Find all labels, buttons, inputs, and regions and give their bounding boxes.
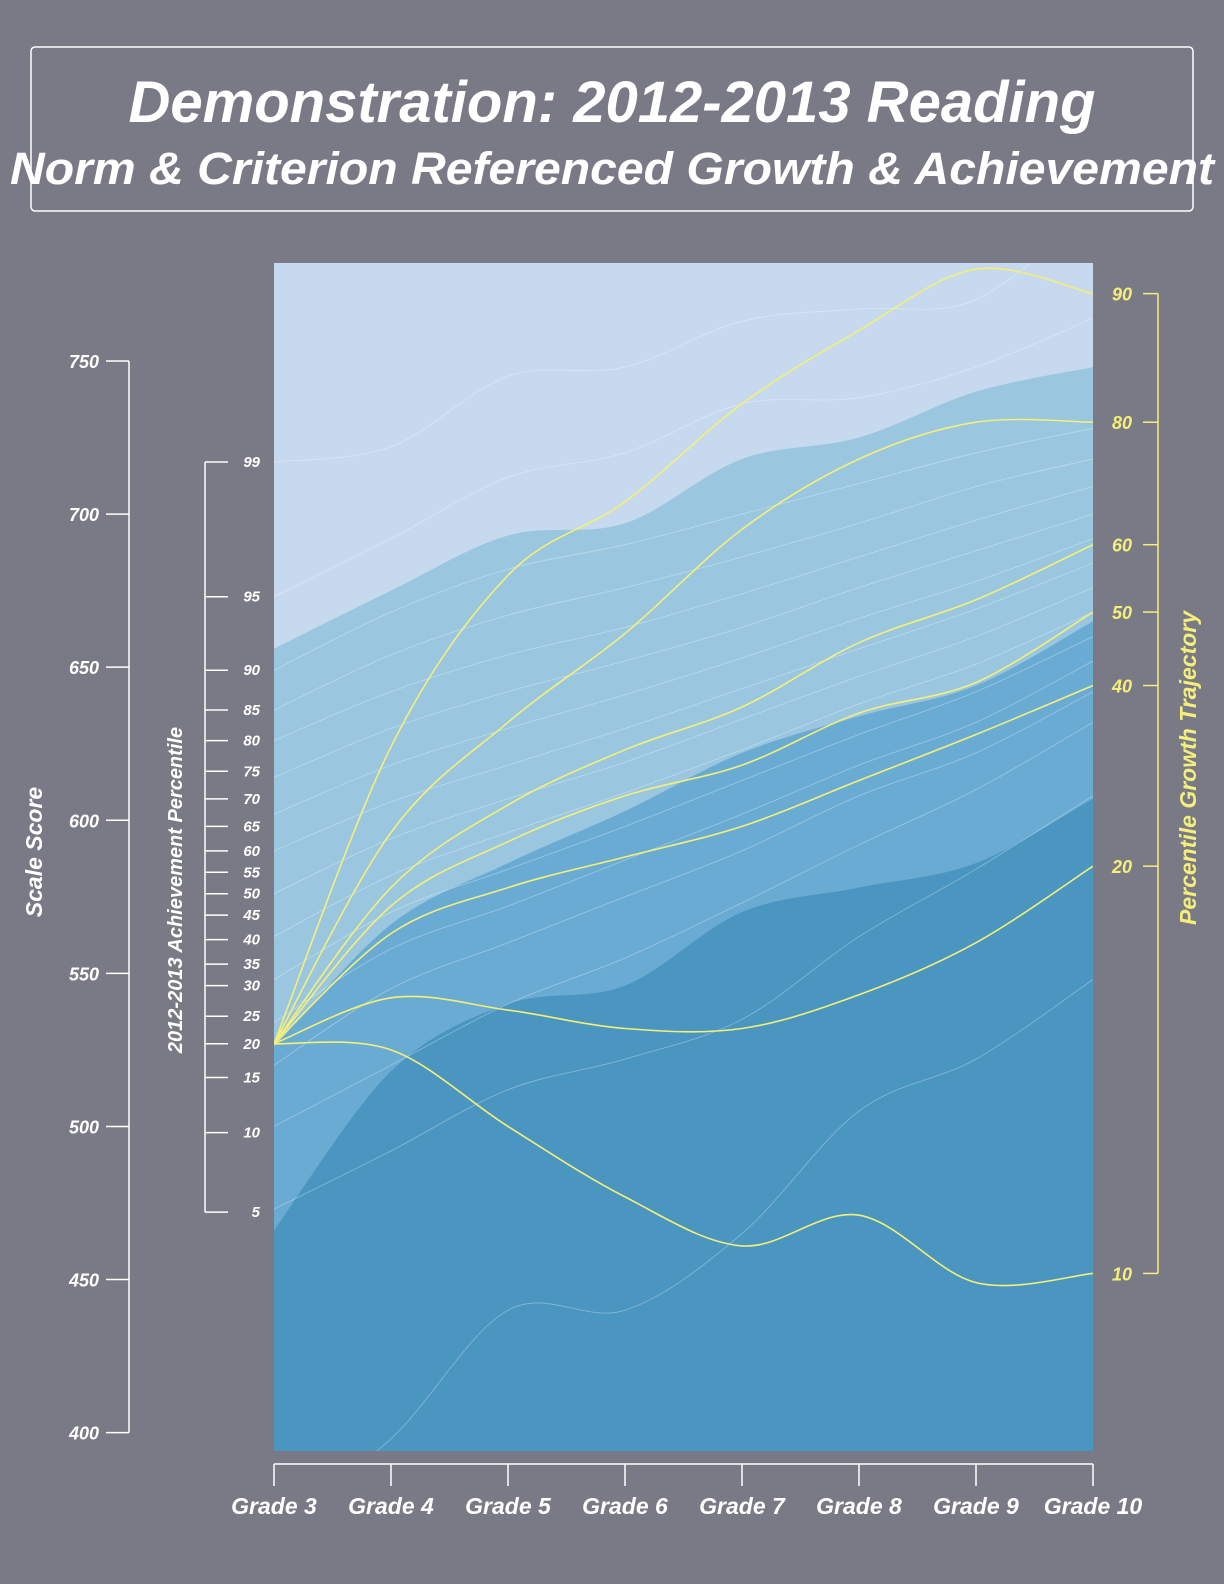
achievement-percentile-axis: 5 10 15 20 25 30 35 40 45 50 55 60 65 70 75 80 85 90 95 99 (204, 454, 261, 1221)
percentile-line (274, 427, 1093, 671)
trajectory-tick-label: 40 (1111, 677, 1132, 697)
scale-score-tick-label: 650 (69, 658, 99, 678)
percentile-line (376, 979, 1093, 1451)
trajectory-line-20 (274, 865, 1093, 1045)
percentile-tick-label: 20 (242, 1036, 260, 1053)
trajectory-tick-label: 60 (1112, 536, 1132, 556)
trajectory-line-60 (274, 543, 1093, 1045)
trajectory-tick-label: 50 (1112, 603, 1132, 623)
percentile-line (274, 538, 1093, 815)
percentile-tick-label: 90 (243, 662, 260, 679)
trajectory-line-50 (274, 611, 1093, 1045)
percentile-line (274, 263, 1031, 463)
trajectory-line-80 (274, 418, 1093, 1045)
grade-tick-label: Grade 9 (933, 1493, 1019, 1519)
percentile-line (274, 795, 1093, 1210)
title-group: Demonstration: 2012-2013 Reading Norm & … (10, 46, 1216, 212)
percentile-tick-label: 85 (243, 702, 260, 719)
percentile-line (274, 486, 1093, 741)
scale-score-tick-label: 750 (69, 352, 99, 372)
achievement-bands (274, 263, 1093, 1451)
percentile-line (274, 587, 1093, 895)
trajectory-line-40 (274, 684, 1093, 1045)
percentile-lines (274, 263, 1093, 1451)
achievement-percentile-axis-label: 2012-2013 Achievement Percentile (165, 727, 187, 1054)
percentile-tick-label: 60 (243, 843, 260, 860)
scale-score-tick-label: 450 (68, 1271, 99, 1291)
trajectory-tick-label: 90 (1112, 285, 1132, 305)
scale-score-tick-label: 400 (68, 1424, 99, 1444)
percentile-tick-label: 5 (252, 1204, 261, 1221)
percentile-tick-label: 65 (243, 818, 260, 835)
percentile-tick-label: 45 (242, 907, 260, 924)
percentile-line (274, 636, 1093, 980)
percentile-tick-label: 15 (243, 1069, 260, 1086)
growth-trajectories (274, 267, 1093, 1287)
percentile-tick-label: 25 (242, 1008, 260, 1025)
achievement-band-band-bottom (274, 798, 1093, 1451)
percentile-line (274, 691, 1093, 1066)
percentile-tick-label: 40 (242, 932, 260, 949)
percentile-tick-label: 70 (243, 791, 260, 808)
grade-tick-label: Grade 4 (348, 1493, 434, 1519)
percentile-tick-label: 95 (243, 589, 260, 606)
percentile-tick-label: 99 (243, 454, 260, 471)
scale-score-tick-label: 700 (69, 505, 99, 525)
trajectory-line-10 (274, 1041, 1093, 1287)
grade-axis: Grade 3 Grade 4 Grade 5 Grade 6 Grade 7 Grade… (231, 1463, 1143, 1519)
percentile-tick-label: 55 (243, 864, 260, 881)
trajectory-tick-label: 20 (1111, 857, 1132, 877)
scale-score-tick-label: 500 (69, 1117, 99, 1137)
growth-trajectory-axis: 90 80 60 50 40 20 10 (1111, 285, 1159, 1284)
percentile-line (274, 562, 1093, 852)
percentile-tick-label: 50 (243, 886, 260, 903)
scale-score-axis-label: Scale Score (21, 787, 47, 918)
title-line-2: Norm & Criterion Referenced Growth & Ach… (10, 143, 1216, 194)
percentile-line (274, 317, 1093, 598)
percentile-line (274, 721, 1093, 1127)
grade-tick-label: Grade 8 (816, 1493, 902, 1519)
scale-score-axis: 400 450 500 550 600 650 700 750 (68, 352, 130, 1444)
percentile-line (274, 513, 1093, 778)
trajectory-tick-label: 80 (1112, 413, 1132, 433)
percentile-line (274, 611, 1093, 937)
title-box (30, 46, 1194, 212)
percentile-tick-label: 80 (243, 733, 260, 750)
percentile-tick-label: 35 (243, 956, 260, 973)
percentile-tick-label: 10 (243, 1125, 260, 1142)
percentile-tick-label: 75 (243, 763, 260, 780)
plot-area (274, 263, 1093, 1451)
percentile-line (274, 660, 1093, 1023)
percentile-tick-label: 30 (243, 978, 260, 995)
trajectory-tick-label: 10 (1112, 1264, 1132, 1284)
grade-tick-label: Grade 5 (465, 1493, 552, 1519)
scale-score-tick-label: 550 (69, 964, 99, 984)
scale-score-tick-label: 600 (69, 811, 99, 831)
grade-tick-label: Grade 7 (699, 1493, 786, 1519)
title-line-1: Demonstration: 2012-2013 Reading (129, 70, 1096, 135)
percentile-line (274, 458, 1093, 711)
grade-tick-label: Grade 10 (1044, 1493, 1143, 1519)
growth-trajectory-axis-label: Percentile Growth Trajectory (1175, 610, 1201, 925)
grade-tick-label: Grade 6 (582, 1493, 668, 1519)
trajectory-line-90 (274, 267, 1093, 1045)
grade-tick-label: Grade 3 (231, 1493, 317, 1519)
